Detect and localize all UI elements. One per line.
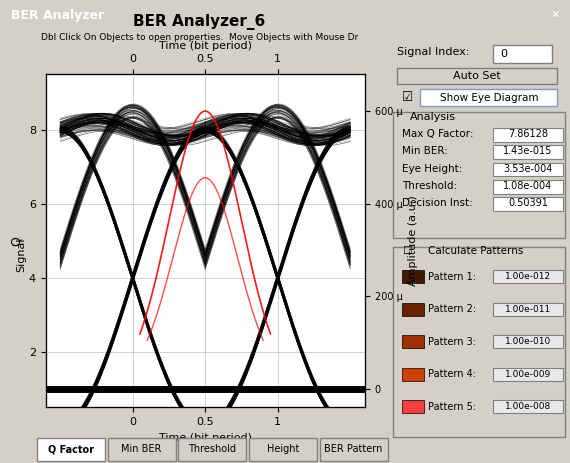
Text: ☐: ☐ xyxy=(402,246,412,256)
Text: Pattern 4:: Pattern 4: xyxy=(428,369,476,379)
FancyBboxPatch shape xyxy=(402,303,424,316)
X-axis label: Time (bit period): Time (bit period) xyxy=(158,433,252,443)
FancyBboxPatch shape xyxy=(393,113,564,238)
FancyBboxPatch shape xyxy=(494,368,563,381)
Text: 1.00e-011: 1.00e-011 xyxy=(505,305,551,314)
FancyBboxPatch shape xyxy=(494,163,563,176)
FancyBboxPatch shape xyxy=(402,400,424,413)
Text: Max Q Factor:: Max Q Factor: xyxy=(402,129,474,139)
Text: Pattern 3:: Pattern 3: xyxy=(428,337,476,347)
Text: 1.00e-010: 1.00e-010 xyxy=(505,337,551,346)
Text: BER Analyzer_6: BER Analyzer_6 xyxy=(133,14,266,30)
Text: Signal Index:: Signal Index: xyxy=(397,47,469,57)
FancyBboxPatch shape xyxy=(494,128,563,142)
Text: 0.50391: 0.50391 xyxy=(508,198,548,208)
Text: 1.43e-015: 1.43e-015 xyxy=(503,146,553,156)
Text: Show Eye Diagram: Show Eye Diagram xyxy=(439,93,538,103)
Text: Pattern 5:: Pattern 5: xyxy=(428,402,476,412)
FancyBboxPatch shape xyxy=(494,45,552,63)
Text: Decision Inst:: Decision Inst: xyxy=(402,198,473,208)
Text: 1.00e-012: 1.00e-012 xyxy=(505,272,551,282)
Y-axis label: Q: Q xyxy=(10,236,23,246)
Text: 7.86128: 7.86128 xyxy=(508,129,548,139)
Text: Dbl Click On Objects to open properties.  Move Objects with Mouse Dr: Dbl Click On Objects to open properties.… xyxy=(41,33,358,42)
Text: ☑: ☑ xyxy=(402,91,413,104)
Text: Eye Height:: Eye Height: xyxy=(402,163,463,174)
FancyBboxPatch shape xyxy=(393,246,564,437)
FancyBboxPatch shape xyxy=(402,270,424,283)
FancyBboxPatch shape xyxy=(402,335,424,348)
FancyBboxPatch shape xyxy=(421,89,557,106)
FancyBboxPatch shape xyxy=(494,303,563,316)
Text: Q Factor: Q Factor xyxy=(48,444,94,454)
X-axis label: Time (bit period): Time (bit period) xyxy=(158,41,252,51)
Y-axis label: Amplitude (a.u.): Amplitude (a.u.) xyxy=(408,195,418,286)
FancyBboxPatch shape xyxy=(402,368,424,381)
Text: 1.08e-004: 1.08e-004 xyxy=(503,181,553,191)
FancyBboxPatch shape xyxy=(397,68,557,84)
Text: 1.00e-009: 1.00e-009 xyxy=(505,370,551,379)
FancyBboxPatch shape xyxy=(494,180,563,194)
FancyBboxPatch shape xyxy=(494,270,563,283)
Text: Height: Height xyxy=(267,444,299,454)
Text: Auto Set: Auto Set xyxy=(453,71,501,81)
Text: 1.00e-008: 1.00e-008 xyxy=(505,402,551,411)
Text: Min BER: Min BER xyxy=(121,444,162,454)
Text: Calculate Patterns: Calculate Patterns xyxy=(428,246,523,256)
Text: 3.53e-004: 3.53e-004 xyxy=(503,163,553,174)
Text: Threshold: Threshold xyxy=(188,444,237,454)
Text: Threshold:: Threshold: xyxy=(402,181,457,191)
Text: BER Analyzer: BER Analyzer xyxy=(11,8,104,22)
FancyBboxPatch shape xyxy=(494,145,563,159)
Text: Analysis: Analysis xyxy=(409,112,455,122)
Text: 0: 0 xyxy=(500,49,508,59)
Text: BER Pattern: BER Pattern xyxy=(324,444,383,454)
Text: ✕: ✕ xyxy=(551,10,560,20)
FancyBboxPatch shape xyxy=(494,197,563,211)
Text: Signal: Signal xyxy=(17,238,26,272)
Text: Min BER:: Min BER: xyxy=(402,146,448,156)
Text: Pattern 2:: Pattern 2: xyxy=(428,304,476,314)
FancyBboxPatch shape xyxy=(494,400,563,413)
FancyBboxPatch shape xyxy=(494,335,563,348)
Text: Pattern 1:: Pattern 1: xyxy=(428,272,476,282)
